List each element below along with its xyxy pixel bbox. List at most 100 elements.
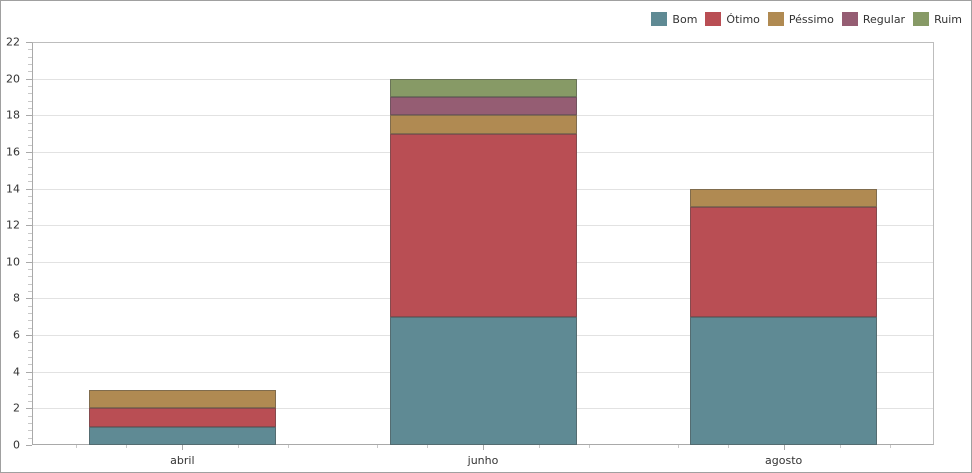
bar-segment-agosto-ótimo[interactable] <box>690 206 878 317</box>
y-major-tick <box>26 408 32 410</box>
y-minor-tick <box>28 203 32 205</box>
y-minor-tick <box>28 122 32 124</box>
bar-segment-abril-ótimo[interactable] <box>88 408 276 427</box>
legend-label: Bom <box>672 12 698 26</box>
legend-swatch-otimo <box>705 12 722 26</box>
y-minor-tick <box>28 129 32 131</box>
y-tick-label: 8 <box>13 291 20 305</box>
y-minor-tick <box>28 71 32 73</box>
y-minor-tick <box>28 430 32 432</box>
y-minor-tick <box>28 210 32 212</box>
y-major-tick <box>26 115 32 117</box>
y-major-tick <box>26 225 32 227</box>
x-minor-tick <box>238 445 240 448</box>
y-major-tick <box>26 335 32 337</box>
y-tick-label: 18 <box>6 108 20 122</box>
y-minor-tick <box>28 93 32 95</box>
y-tick-label: 14 <box>6 182 20 196</box>
x-minor-tick <box>288 445 290 448</box>
y-tick-label: 0 <box>13 438 20 452</box>
y-major-tick <box>26 188 32 190</box>
y-minor-tick <box>28 232 32 234</box>
legend-swatch-regular <box>841 12 858 26</box>
bar-segment-agosto-péssimo[interactable] <box>690 188 878 207</box>
y-minor-tick <box>28 107 32 109</box>
bar-segment-abril-bom[interactable] <box>88 426 276 445</box>
bar-segment-junho-regular[interactable] <box>389 96 577 116</box>
legend-item-bom[interactable]: Bom <box>651 12 697 26</box>
y-major-tick <box>26 42 32 43</box>
y-tick-label: 6 <box>13 328 20 342</box>
y-minor-tick <box>28 349 32 351</box>
legend-swatch-pessimo <box>767 12 784 26</box>
y-minor-tick <box>28 357 32 359</box>
bar-segment-junho-ruim[interactable] <box>389 78 577 97</box>
legend-label: Ótimo <box>726 12 760 26</box>
y-minor-tick <box>28 100 32 102</box>
bar-segment-junho-péssimo[interactable] <box>389 115 577 134</box>
y-minor-tick <box>28 63 32 65</box>
y-minor-tick <box>28 327 32 329</box>
y-tick-label: 12 <box>6 218 20 232</box>
legend-item-ruim[interactable]: Ruim <box>913 12 962 26</box>
x-tick-label: agosto <box>765 454 803 467</box>
y-minor-tick <box>28 239 32 241</box>
y-major-tick <box>26 78 32 80</box>
y-minor-tick <box>28 217 32 219</box>
y-tick-label: 20 <box>6 72 20 86</box>
x-minor-tick <box>588 445 590 448</box>
x-minor-tick <box>427 445 429 448</box>
y-minor-tick <box>28 415 32 417</box>
y-minor-tick <box>28 137 32 139</box>
y-minor-tick <box>28 85 32 87</box>
x-minor-tick <box>677 445 679 448</box>
y-tick-label: 2 <box>13 401 20 415</box>
y-minor-tick <box>28 437 32 439</box>
bar-segment-junho-ótimo[interactable] <box>389 133 577 317</box>
x-minor-tick <box>76 445 78 448</box>
x-major-tick <box>182 445 184 450</box>
y-minor-tick <box>28 56 32 58</box>
y-minor-tick <box>28 320 32 322</box>
y-tick-label: 10 <box>6 255 20 269</box>
y-minor-tick <box>28 305 32 307</box>
y-minor-tick <box>28 254 32 256</box>
bar-segment-agosto-bom[interactable] <box>690 316 878 445</box>
bar-segment-abril-péssimo[interactable] <box>88 390 276 409</box>
y-minor-tick <box>28 283 32 285</box>
x-minor-tick <box>839 445 841 448</box>
x-major-tick <box>783 445 785 450</box>
legend: Bom Ótimo Péssimo Regular Ruim <box>651 12 962 26</box>
legend-item-otimo[interactable]: Ótimo <box>705 12 760 26</box>
y-major-tick <box>26 151 32 153</box>
y-major-tick <box>26 445 32 446</box>
y-minor-tick <box>28 269 32 271</box>
y-major-tick <box>26 298 32 300</box>
y-tick-label: 16 <box>6 145 20 159</box>
x-tick-label: junho <box>467 454 499 467</box>
y-minor-tick <box>28 291 32 293</box>
legend-label: Ruim <box>934 12 962 26</box>
legend-swatch-bom <box>651 12 668 26</box>
y-minor-tick <box>28 173 32 175</box>
y-minor-tick <box>28 144 32 146</box>
x-minor-tick <box>538 445 540 448</box>
x-minor-tick <box>377 445 379 448</box>
y-minor-tick <box>28 393 32 395</box>
legend-item-pessimo[interactable]: Péssimo <box>767 12 834 26</box>
y-major-tick <box>26 371 32 373</box>
x-tick-label: abril <box>170 454 195 467</box>
y-minor-tick <box>28 247 32 249</box>
y-minor-tick <box>28 364 32 366</box>
bar-segment-junho-bom[interactable] <box>389 316 577 445</box>
y-minor-tick <box>28 386 32 388</box>
y-minor-tick <box>28 181 32 183</box>
y-minor-tick <box>28 49 32 51</box>
x-major-tick <box>483 445 484 450</box>
legend-label: Regular <box>862 12 906 26</box>
y-minor-tick <box>28 313 32 315</box>
x-minor-tick <box>126 445 128 448</box>
y-minor-tick <box>28 379 32 381</box>
y-tick-label: 22 <box>6 35 20 49</box>
legend-item-regular[interactable]: Regular <box>841 12 906 26</box>
